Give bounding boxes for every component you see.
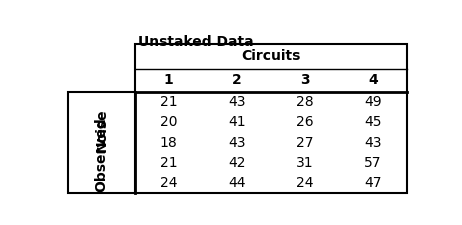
- Text: 31: 31: [296, 156, 314, 170]
- Text: 24: 24: [160, 176, 177, 190]
- Bar: [135, 44, 407, 193]
- Text: 27: 27: [296, 136, 314, 150]
- Text: 44: 44: [228, 176, 245, 190]
- Text: 4: 4: [368, 73, 378, 87]
- Text: 43: 43: [228, 136, 245, 150]
- Text: 2: 2: [232, 73, 242, 87]
- Text: 57: 57: [364, 156, 382, 170]
- Text: 45: 45: [364, 115, 382, 129]
- Text: 47: 47: [364, 176, 382, 190]
- Text: 18: 18: [160, 136, 177, 150]
- Text: 21: 21: [160, 95, 177, 109]
- Bar: [68, 92, 135, 193]
- Text: 28: 28: [296, 95, 314, 109]
- Text: 43: 43: [364, 136, 382, 150]
- Text: Noise: Noise: [95, 109, 109, 152]
- Text: Observed: Observed: [95, 117, 109, 192]
- Text: 41: 41: [228, 115, 246, 129]
- Text: Unstaked Data: Unstaked Data: [138, 35, 254, 49]
- Text: 49: 49: [364, 95, 382, 109]
- Text: 42: 42: [228, 156, 245, 170]
- Text: 3: 3: [300, 73, 310, 87]
- Text: 20: 20: [160, 115, 177, 129]
- Text: 26: 26: [296, 115, 314, 129]
- Text: 43: 43: [228, 95, 245, 109]
- Text: 24: 24: [296, 176, 314, 190]
- Text: Circuits: Circuits: [241, 50, 300, 63]
- Text: 1: 1: [164, 73, 174, 87]
- Text: 21: 21: [160, 156, 177, 170]
